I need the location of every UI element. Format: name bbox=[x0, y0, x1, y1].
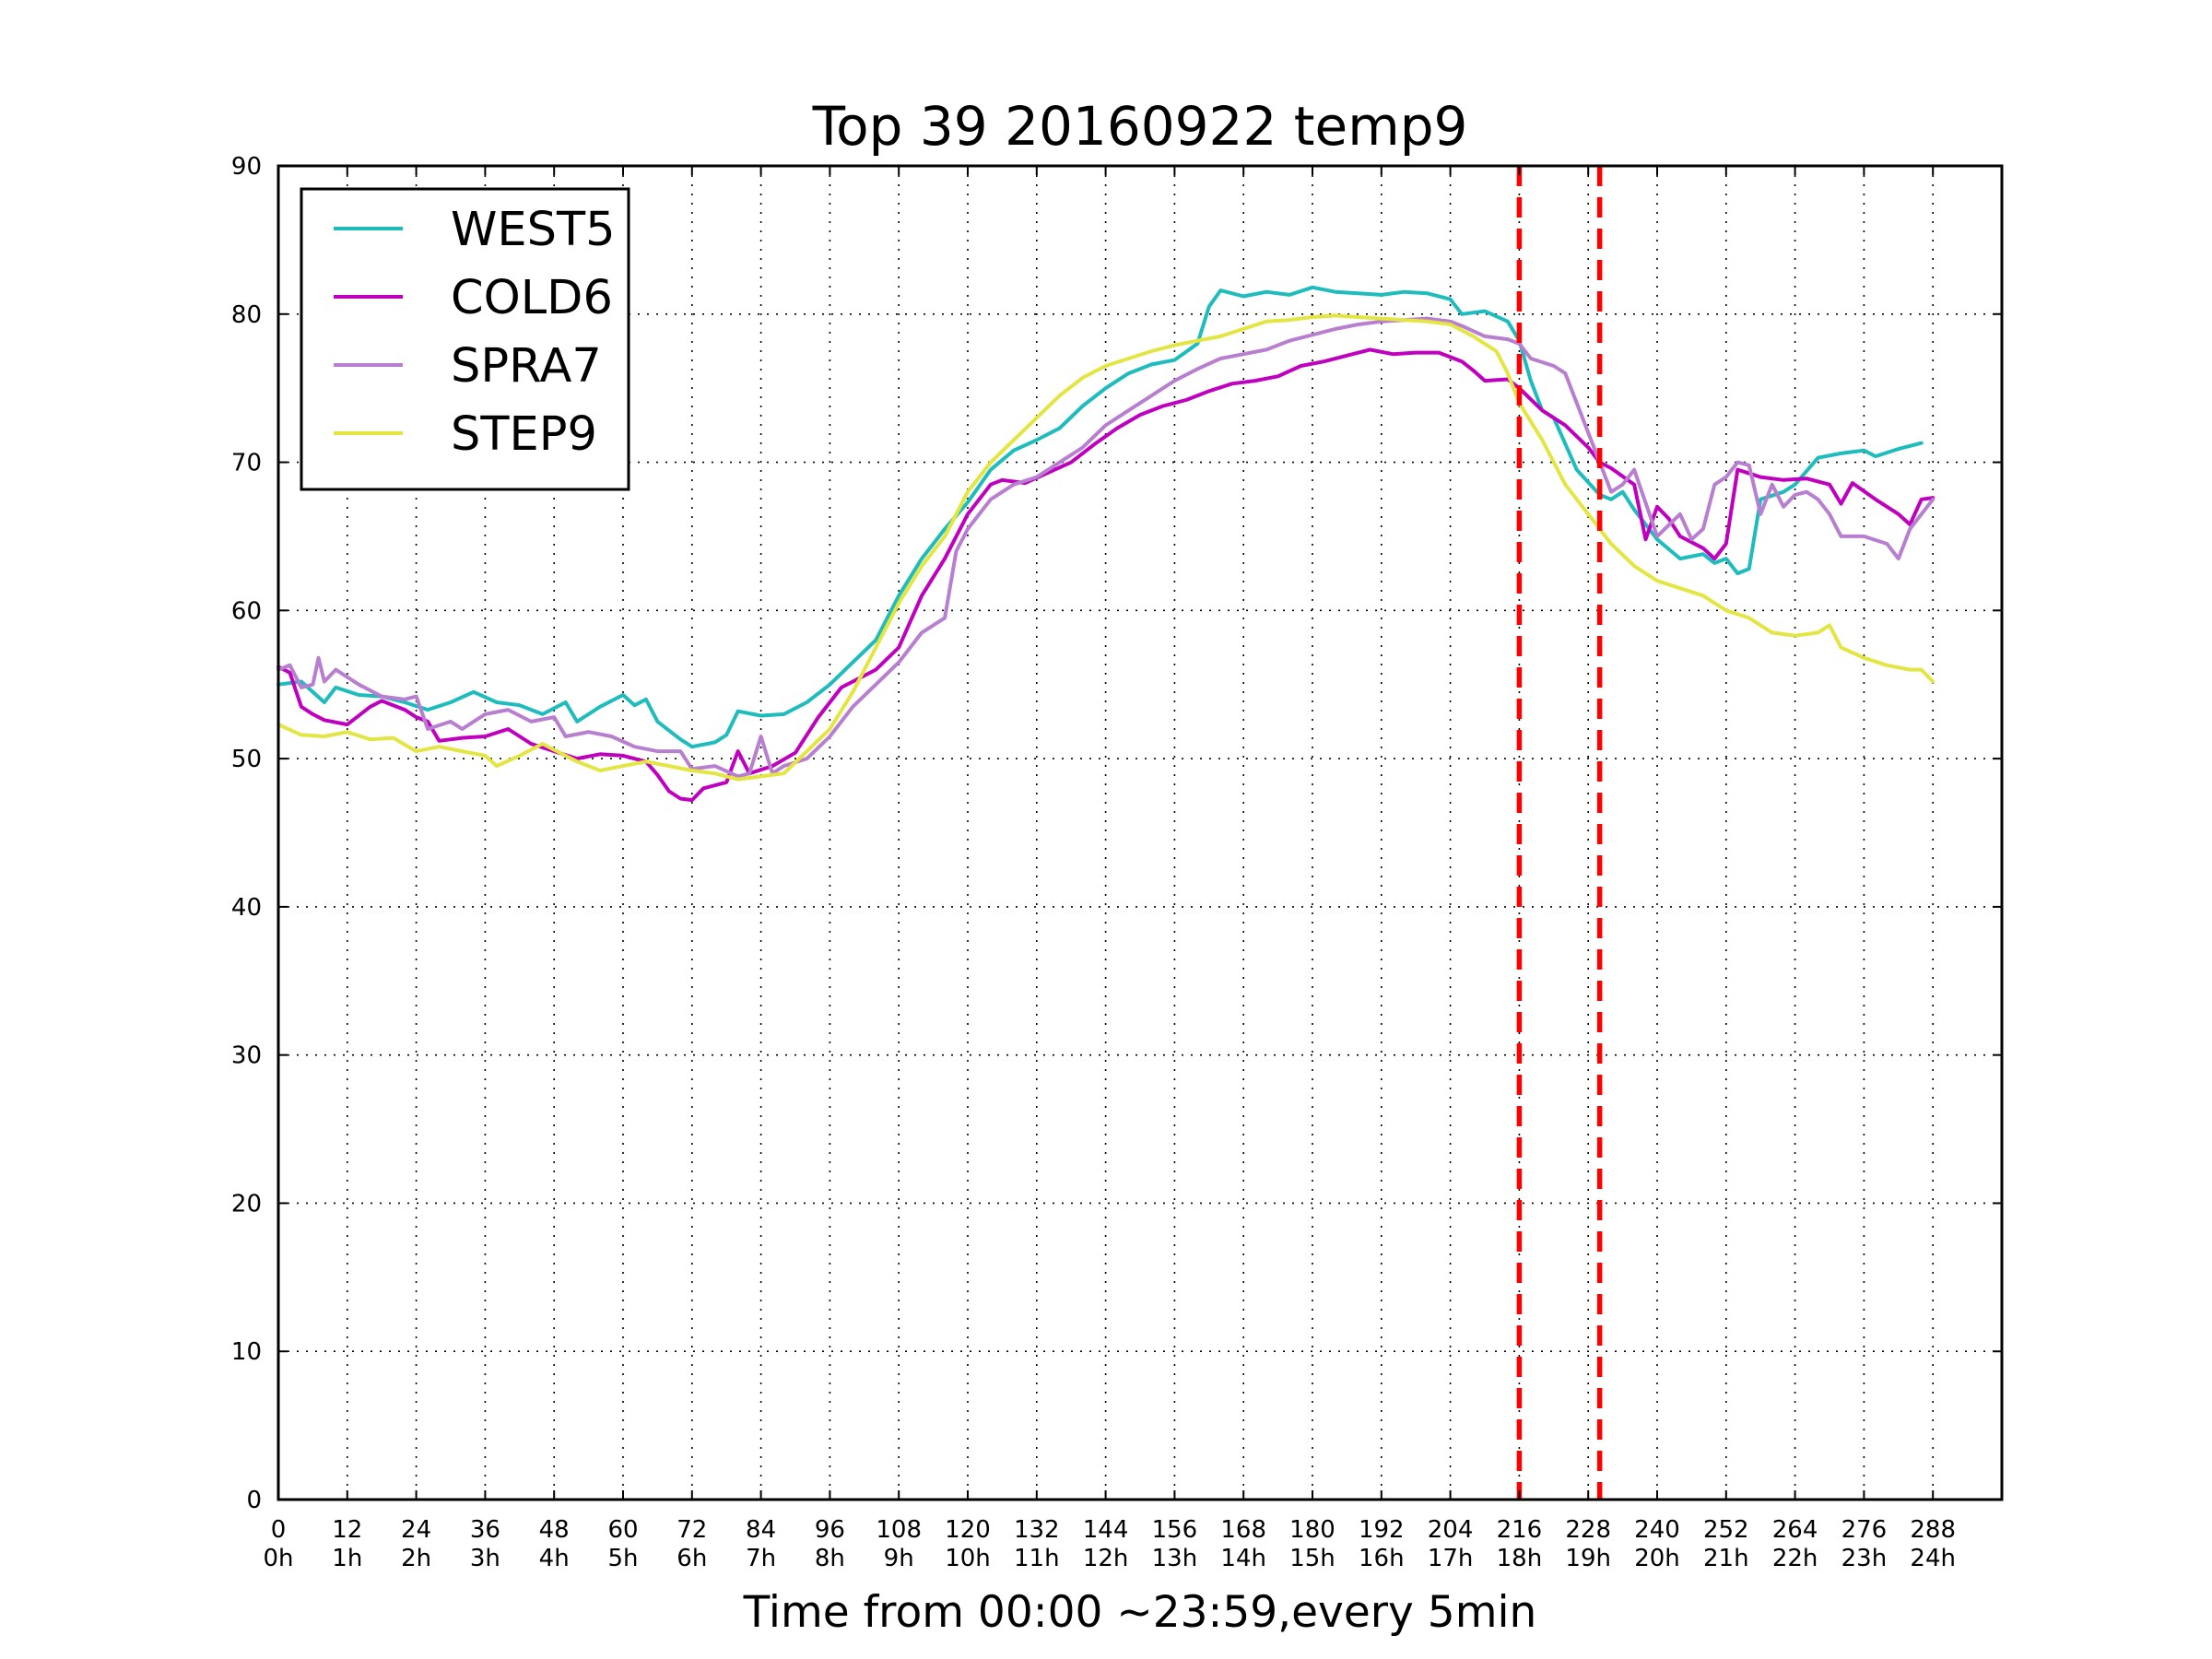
legend-label: SPRA7 bbox=[451, 339, 602, 394]
x-tick-sublabel: 21h bbox=[1703, 1545, 1749, 1572]
x-tick-label: 204 bbox=[1428, 1516, 1474, 1544]
legend: WEST5 COLD6 SPRA7 STEP9 bbox=[300, 187, 630, 491]
y-tick-label: 60 bbox=[231, 597, 262, 625]
x-tick-sublabel: 14h bbox=[1220, 1545, 1266, 1572]
legend-label: COLD6 bbox=[451, 271, 613, 325]
x-tick-sublabel: 5h bbox=[607, 1545, 638, 1572]
x-tick-sublabel: 0h bbox=[263, 1545, 293, 1572]
x-tick-label: 156 bbox=[1152, 1516, 1198, 1544]
x-tick-label: 180 bbox=[1289, 1516, 1335, 1544]
x-tick-label: 120 bbox=[945, 1516, 991, 1544]
x-tick-label: 276 bbox=[1841, 1516, 1888, 1544]
x-tick-sublabel: 13h bbox=[1152, 1545, 1198, 1572]
legend-label: STEP9 bbox=[451, 407, 597, 462]
x-tick-label: 144 bbox=[1083, 1516, 1129, 1544]
axis-ticks: 00h121h242h363h484h605h726h847h968h1089h… bbox=[231, 153, 2002, 1572]
y-tick-label: 30 bbox=[231, 1042, 262, 1070]
x-tick-sublabel: 20h bbox=[1634, 1545, 1680, 1572]
x-tick-sublabel: 16h bbox=[1359, 1545, 1405, 1572]
x-tick-label: 84 bbox=[746, 1516, 776, 1544]
x-tick-sublabel: 12h bbox=[1083, 1545, 1129, 1572]
y-tick-label: 0 bbox=[246, 1487, 262, 1514]
series-line-west5 bbox=[276, 285, 1924, 749]
x-tick-label: 24 bbox=[401, 1516, 431, 1544]
series-lines bbox=[276, 285, 1936, 803]
x-tick-label: 60 bbox=[607, 1516, 638, 1544]
x-tick-sublabel: 7h bbox=[746, 1545, 776, 1572]
x-axis-label: Time from 00:00 ~23:59,every 5min bbox=[743, 1587, 1537, 1638]
x-tick-label: 132 bbox=[1014, 1516, 1060, 1544]
legend-label: WEST5 bbox=[451, 203, 616, 257]
chart-title: Top 39 20160922 temp9 bbox=[812, 95, 1468, 158]
series-line-cold6 bbox=[276, 347, 1936, 803]
x-tick-label: 240 bbox=[1634, 1516, 1680, 1544]
x-tick-sublabel: 2h bbox=[401, 1545, 431, 1572]
x-tick-label: 72 bbox=[677, 1516, 707, 1544]
plot-frame bbox=[276, 164, 2004, 1501]
x-tick-label: 252 bbox=[1703, 1516, 1749, 1544]
x-tick-sublabel: 24h bbox=[1910, 1545, 1956, 1572]
y-tick-label: 80 bbox=[231, 301, 262, 329]
y-tick-label: 50 bbox=[231, 746, 262, 773]
x-tick-label: 216 bbox=[1497, 1516, 1543, 1544]
x-tick-label: 0 bbox=[271, 1516, 287, 1544]
x-tick-sublabel: 23h bbox=[1841, 1545, 1888, 1572]
x-tick-label: 36 bbox=[470, 1516, 500, 1544]
x-tick-label: 192 bbox=[1359, 1516, 1405, 1544]
x-tick-sublabel: 10h bbox=[945, 1545, 991, 1572]
y-tick-label: 20 bbox=[231, 1190, 262, 1218]
y-tick-label: 90 bbox=[231, 153, 262, 181]
x-tick-sublabel: 15h bbox=[1289, 1545, 1335, 1572]
legend-box bbox=[300, 187, 630, 491]
x-tick-label: 48 bbox=[539, 1516, 570, 1544]
x-tick-label: 288 bbox=[1910, 1516, 1956, 1544]
vertical-markers bbox=[1516, 166, 1603, 1500]
series-line-spra7 bbox=[276, 316, 1936, 779]
x-tick-sublabel: 4h bbox=[539, 1545, 570, 1572]
x-tick-label: 108 bbox=[876, 1516, 922, 1544]
x-tick-label: 96 bbox=[815, 1516, 845, 1544]
x-tick-label: 168 bbox=[1220, 1516, 1266, 1544]
x-tick-sublabel: 3h bbox=[470, 1545, 500, 1572]
x-tick-sublabel: 9h bbox=[884, 1545, 914, 1572]
x-tick-label: 12 bbox=[332, 1516, 362, 1544]
x-tick-sublabel: 6h bbox=[677, 1545, 707, 1572]
x-tick-sublabel: 18h bbox=[1497, 1545, 1543, 1572]
x-tick-sublabel: 17h bbox=[1428, 1545, 1474, 1572]
x-tick-label: 264 bbox=[1772, 1516, 1818, 1544]
y-tick-label: 70 bbox=[231, 450, 262, 477]
x-tick-sublabel: 11h bbox=[1014, 1545, 1060, 1572]
x-tick-sublabel: 8h bbox=[815, 1545, 845, 1572]
y-tick-label: 40 bbox=[231, 894, 262, 922]
x-tick-sublabel: 19h bbox=[1565, 1545, 1611, 1572]
x-tick-sublabel: 22h bbox=[1772, 1545, 1818, 1572]
y-tick-label: 10 bbox=[231, 1338, 262, 1366]
x-tick-label: 228 bbox=[1565, 1516, 1611, 1544]
series-line-step9 bbox=[276, 313, 1936, 782]
x-tick-sublabel: 1h bbox=[332, 1545, 362, 1572]
